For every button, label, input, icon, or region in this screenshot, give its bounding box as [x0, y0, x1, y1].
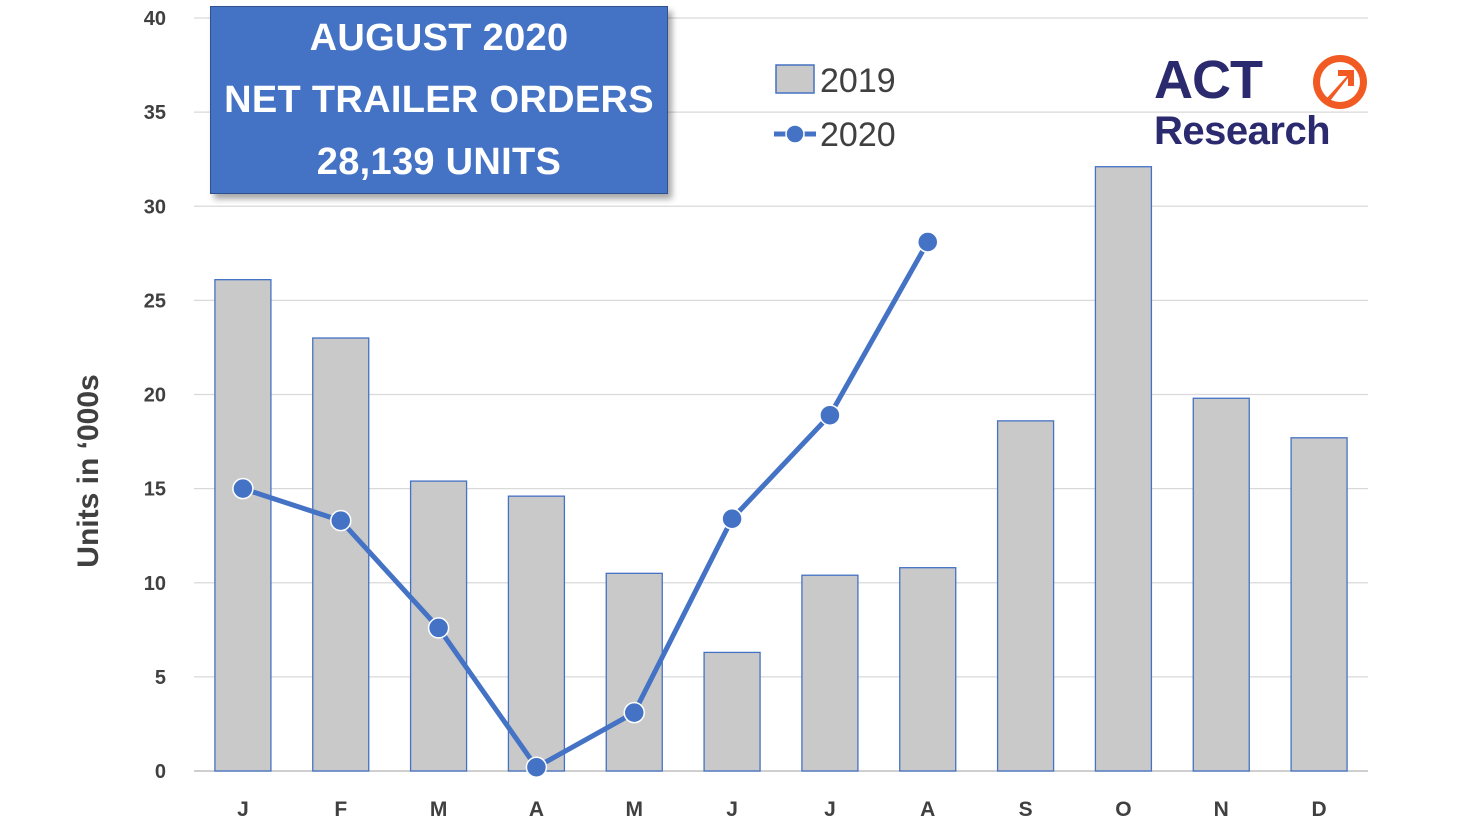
point-2020 — [623, 701, 645, 724]
y-tick-label: 25 — [144, 290, 166, 312]
legend-marker-2020 — [785, 124, 805, 144]
gridlines — [194, 17, 1368, 772]
line-2020 — [232, 231, 939, 778]
point-2020 — [427, 617, 450, 639]
y-tick-label: 35 — [144, 102, 166, 124]
logo-act-text: ACT — [1154, 54, 1263, 110]
bar-2019 — [1290, 437, 1348, 772]
arrow-up-right-icon — [1313, 55, 1367, 109]
point-2020 — [819, 404, 841, 426]
bar-2019 — [801, 574, 859, 772]
point-2020 — [330, 509, 352, 532]
bar-2019 — [703, 651, 761, 772]
x-tick-label: J — [726, 798, 738, 821]
y-tick-label: 0 — [155, 761, 166, 783]
x-tick-label: N — [1214, 798, 1229, 821]
point-2020 — [525, 756, 548, 778]
bar-2019 — [899, 567, 957, 772]
legend-label-2020: 2020 — [820, 116, 896, 154]
x-tick-label: M — [626, 798, 644, 821]
legend-swatch-2019 — [775, 64, 815, 94]
line-path-2020 — [242, 240, 930, 770]
y-tick-label: 5 — [155, 667, 166, 689]
x-tick-label: O — [1115, 798, 1131, 821]
x-tick-label: F — [334, 798, 347, 821]
point-2020 — [917, 231, 939, 253]
y-tick-label: 20 — [144, 385, 166, 407]
y-tick-label: 30 — [144, 196, 166, 218]
y-tick-label: 15 — [144, 479, 166, 501]
y-tick-label: 10 — [144, 573, 166, 595]
bar-2019 — [312, 337, 370, 772]
y-tick-label: 40 — [144, 8, 166, 30]
legend: 2019 2020 — [774, 62, 896, 154]
title-line-3: 28,139 UNITS — [316, 141, 562, 183]
chart-title-box: AUGUST 2020 NET TRAILER ORDERS 28,139 UN… — [210, 6, 668, 194]
title-line-1: AUGUST 2020 — [309, 17, 569, 59]
bar-2019 — [1192, 397, 1250, 772]
bar-2019 — [507, 495, 566, 772]
bars-2019 — [214, 166, 1348, 772]
bar-2019 — [996, 420, 1055, 772]
bar-2019 — [214, 279, 272, 772]
act-research-logo: ACT Research — [1154, 54, 1367, 150]
x-tick-label: M — [430, 798, 448, 821]
point-2020 — [232, 477, 254, 500]
x-tick-label: J — [237, 798, 249, 821]
logo-research-text: Research — [1154, 109, 1330, 150]
bar-2019 — [1094, 166, 1153, 772]
point-2020 — [721, 507, 743, 530]
x-tick-label: A — [920, 798, 935, 821]
legend-label-2019: 2019 — [820, 62, 896, 100]
x-tick-label: D — [1311, 798, 1326, 821]
x-tick-label: A — [529, 798, 544, 821]
title-line-2: NET TRAILER ORDERS — [224, 79, 654, 121]
x-tick-label: S — [1019, 798, 1033, 821]
y-axis-ticks: 0 5 10 15 20 25 30 35 40 — [144, 8, 166, 783]
x-tick-label: J — [824, 798, 836, 821]
y-axis-label: Units in ‘000s — [72, 374, 105, 567]
